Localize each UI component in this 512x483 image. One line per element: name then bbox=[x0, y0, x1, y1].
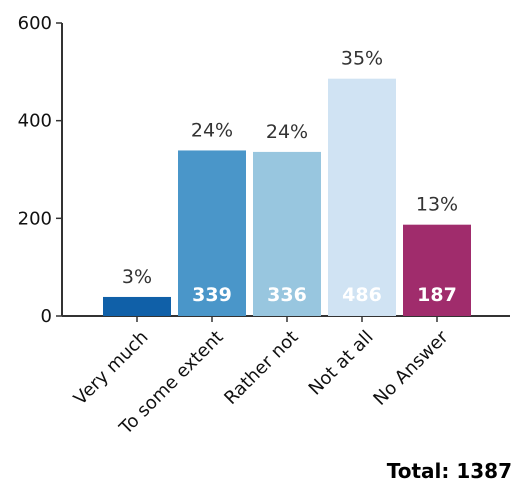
percent-label: 24% bbox=[266, 121, 308, 143]
bar bbox=[178, 150, 246, 316]
count-label: 336 bbox=[267, 284, 307, 306]
bar bbox=[253, 151, 321, 316]
count-label: 486 bbox=[342, 284, 382, 306]
category-label: Very much bbox=[70, 327, 153, 410]
count-label: 187 bbox=[417, 284, 457, 306]
count-label: 339 bbox=[192, 284, 232, 306]
bar bbox=[403, 224, 471, 316]
percent-label: 35% bbox=[341, 48, 383, 70]
percent-label: 24% bbox=[191, 119, 233, 141]
bar bbox=[103, 296, 171, 316]
bar bbox=[328, 78, 396, 316]
category-label: No Answer bbox=[369, 326, 453, 410]
y-tick-label: 600 bbox=[18, 13, 52, 34]
category-label: Rather not bbox=[220, 327, 302, 409]
total-label: Total: 1387 bbox=[386, 459, 512, 483]
y-tick-label: 200 bbox=[18, 208, 52, 229]
y-tick-label: 0 bbox=[41, 306, 52, 327]
category-label: Not at all bbox=[305, 327, 378, 400]
bars bbox=[103, 78, 471, 316]
percent-label: 3% bbox=[122, 266, 152, 288]
y-tick-label: 400 bbox=[18, 111, 52, 132]
percent-label: 13% bbox=[416, 194, 458, 216]
